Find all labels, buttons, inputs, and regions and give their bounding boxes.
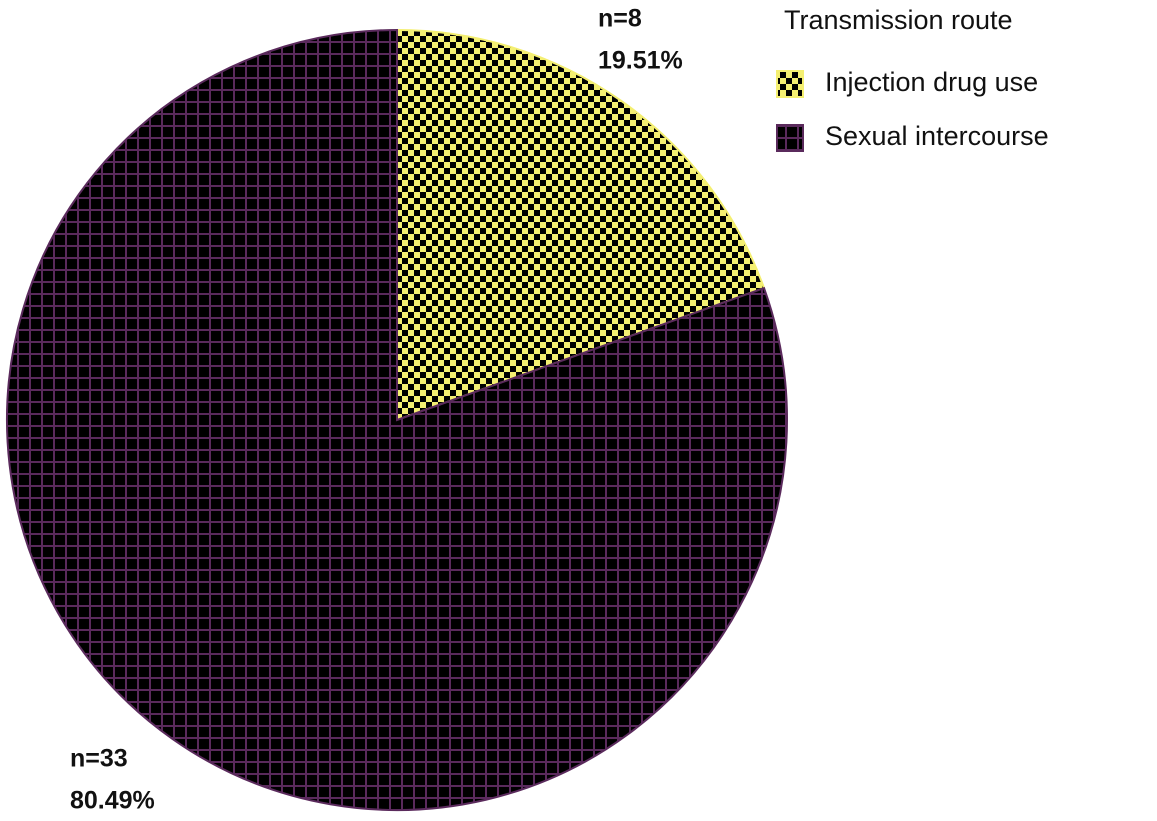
legend-swatch [776, 70, 804, 98]
legend-label: Sexual intercourse [825, 121, 1049, 151]
count-label: n=8 [598, 5, 642, 33]
pie-slice [396, 28, 766, 422]
legend-swatch [776, 124, 804, 152]
legend-label: Injection drug use [825, 67, 1038, 97]
legend-title: Transmission route [784, 5, 1013, 35]
pie-slice [6, 28, 788, 811]
count-label: n=33 [70, 745, 128, 773]
pie [6, 28, 788, 811]
value-label: 19.51% [598, 47, 683, 75]
value-label: 80.49% [70, 787, 155, 815]
